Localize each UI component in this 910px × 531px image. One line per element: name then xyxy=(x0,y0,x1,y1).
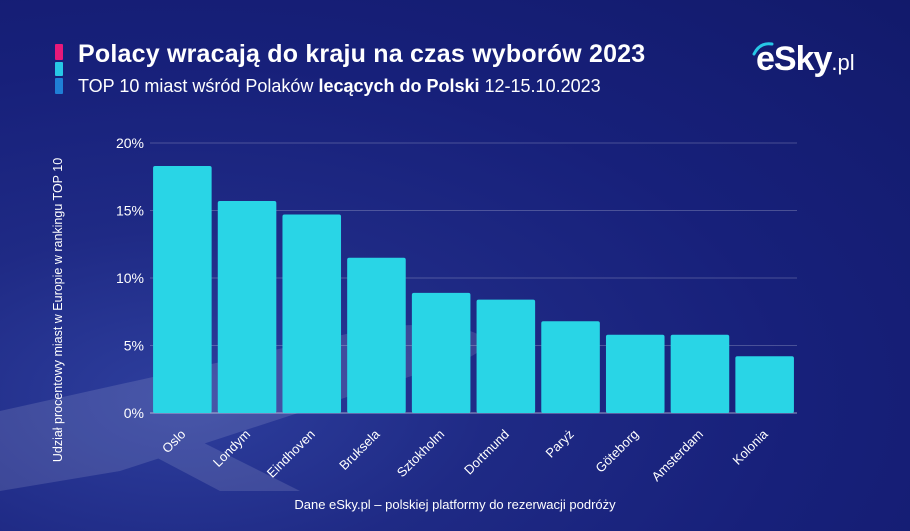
accent-bar-pink xyxy=(55,44,63,60)
source-footer: Dane eSky.pl – polskiej platformy do rez… xyxy=(294,497,616,512)
bar xyxy=(735,356,794,413)
x-tick-label: Eindhoven xyxy=(264,427,318,481)
bar xyxy=(605,334,665,413)
y-tick-label: 15% xyxy=(116,203,144,219)
x-tick-label: Dortmund xyxy=(461,427,512,478)
subtitle-bold-text: lecących do Polski xyxy=(318,76,480,96)
x-tick-label: Bruksela xyxy=(336,426,383,473)
x-tick-label: Sztokholm xyxy=(394,427,448,481)
chart-title: Polacy wracają do kraju na czas wyborów … xyxy=(78,40,646,68)
y-tick-label: 0% xyxy=(124,405,144,421)
x-tick-label: Göteborg xyxy=(592,427,641,476)
bar xyxy=(670,334,730,413)
accent-bar-cyan xyxy=(55,62,63,76)
bar xyxy=(411,292,471,413)
subtitle-dates: 12-15.10.2023 xyxy=(479,76,601,96)
bar xyxy=(282,214,342,413)
subtitle-text: TOP 10 miast wśród Polaków xyxy=(78,76,319,96)
esky-logo: eSky.pl xyxy=(752,40,855,80)
x-tick-label: Paryż xyxy=(543,427,577,461)
bar xyxy=(153,165,212,413)
chart-subtitle: TOP 10 miast wśród Polaków lecących do P… xyxy=(78,76,601,97)
accent-bar-blue xyxy=(55,78,63,94)
y-tick-label: 20% xyxy=(116,135,144,151)
x-tick-label: Oslo xyxy=(159,427,189,457)
y-tick-label: 10% xyxy=(116,270,144,286)
bar xyxy=(476,299,536,413)
bar xyxy=(347,257,406,413)
logo-swoosh-icon xyxy=(752,42,774,56)
x-tick-label: Kolonia xyxy=(729,426,771,468)
logo-text: eSky xyxy=(756,40,832,78)
bar xyxy=(541,321,600,413)
x-tick-label: Amsterdam xyxy=(648,427,706,485)
bar xyxy=(217,201,277,413)
logo-suffix: .pl xyxy=(831,50,855,75)
y-tick-label: 5% xyxy=(124,338,144,354)
x-tick-label: Londym xyxy=(210,427,253,470)
